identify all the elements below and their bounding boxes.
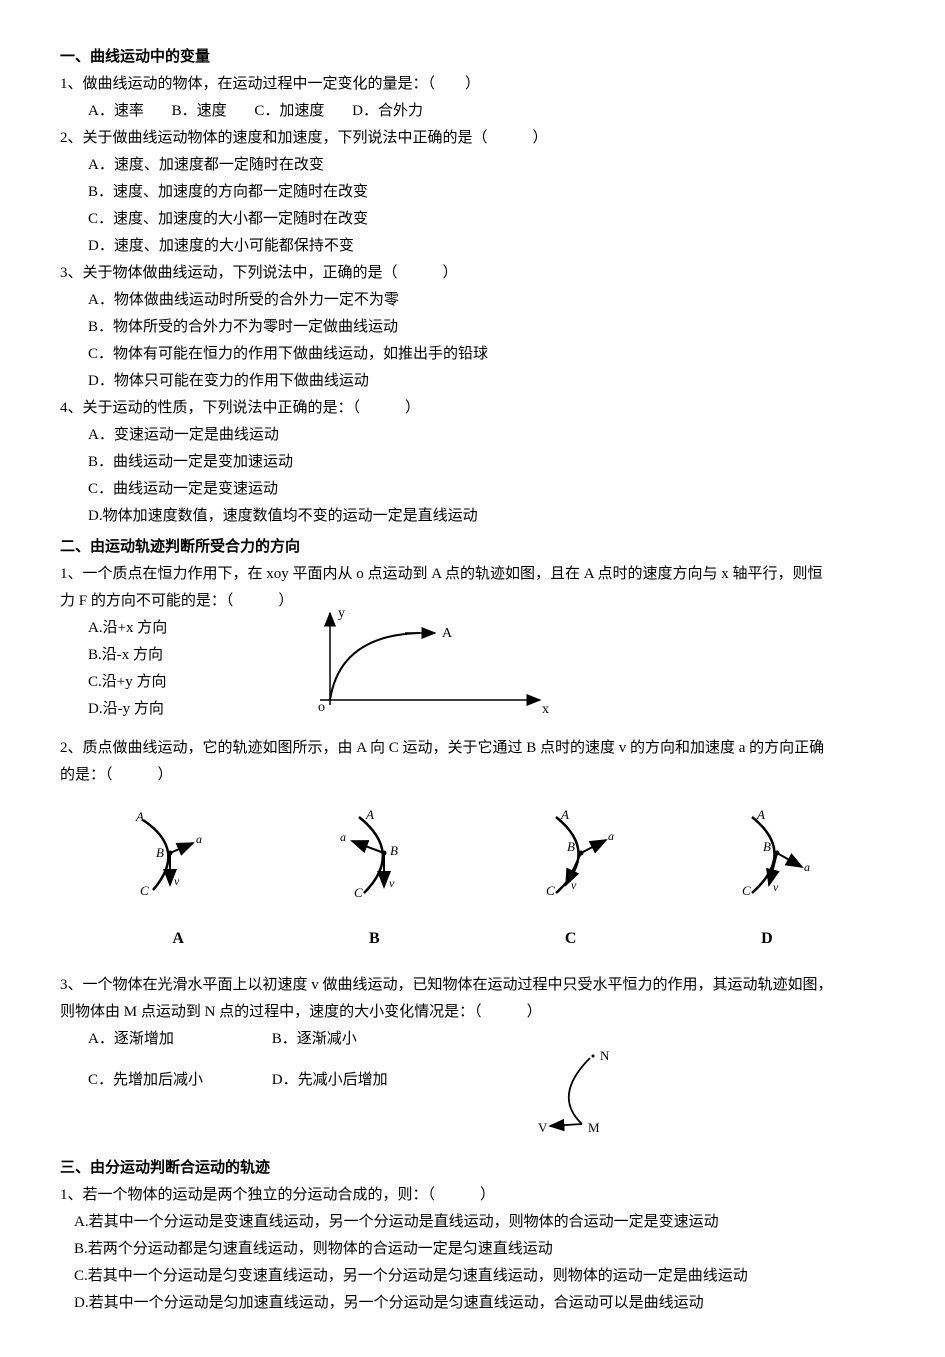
option-d: D.物体加速度数值，速度数值均不变的运动一定是直线运动 (88, 503, 885, 530)
option-b: B．曲线运动一定是变加速运动 (88, 449, 885, 476)
svg-text:a: a (608, 829, 614, 843)
option-c: C．曲线运动一定是变速运动 (88, 476, 885, 503)
option-a: A．速率 (88, 103, 144, 119)
svg-text:a: a (804, 860, 810, 874)
option-d: D．速度、加速度的大小可能都保持不变 (88, 233, 885, 260)
option-a: A．变速运动一定是曲线运动 (88, 422, 885, 449)
section-2-title: 二、由运动轨迹判断所受合力的方向 (60, 534, 885, 561)
option-a: A．逐渐增加 (88, 1026, 268, 1053)
s3-q1: 1、若一个物体的运动是两个独立的分运动合成的，则：（ ） A.若其中一个分运动是… (60, 1182, 885, 1317)
option-b: B.若两个分运动都是匀速直线运动，则物体的合运动一定是匀速直线运动 (74, 1236, 885, 1263)
label-d: D (707, 925, 827, 954)
option-a: A．物体做曲线运动时所受的合外力一定不为零 (88, 287, 885, 314)
q-text-1: 3、一个物体在光滑水平面上以初速度 v 做曲线运动，已知物体在运动过程中只受水平… (60, 972, 885, 999)
q-text: 2、关于做曲线运动物体的速度和加速度，下列说法中正确的是（ ） (60, 125, 885, 152)
label-b: B (314, 925, 434, 954)
svg-text:v: v (571, 878, 577, 892)
label-c: C (511, 925, 631, 954)
svg-text:v: v (389, 876, 395, 890)
svg-text:A: A (135, 809, 144, 824)
svg-text:V: V (538, 1120, 548, 1135)
q-text: 4、关于运动的性质，下列说法中正确的是：（ ） (60, 395, 885, 422)
option-c: C．先增加后减小 (88, 1067, 268, 1094)
option-c: C.沿+y 方向 (88, 669, 167, 696)
diagram-b: A B a v C B (314, 805, 434, 954)
option-a: A．速度、加速度都一定随时在改变 (88, 152, 885, 179)
s1-q1: 1、做曲线运动的物体，在运动过程中一定变化的量是：（ ） A．速率 B．速度 C… (60, 71, 885, 125)
q-text: 1、做曲线运动的物体，在运动过程中一定变化的量是：（ ） (60, 71, 885, 98)
option-d: D．合外力 (352, 103, 423, 119)
option-b: B．逐渐减小 (272, 1026, 452, 1053)
option-c: C.若其中一个分运动是匀变速直线运动，另一个分运动是匀速直线运动，则物体的运动一… (74, 1263, 885, 1290)
svg-text:C: C (546, 883, 555, 898)
xy-diagram: A y x o (290, 605, 550, 725)
option-a: A.若其中一个分运动是变速直线运动，另一个分运动是直线运动，则物体的合运动一定是… (74, 1209, 885, 1236)
q-text-1: 1、一个质点在恒力作用下，在 xoy 平面内从 o 点运动到 A 点的轨迹如图，… (60, 561, 885, 588)
option-c: C．加速度 (254, 103, 324, 119)
diagram-d: A B a v C D (707, 805, 827, 954)
svg-text:a: a (196, 832, 202, 846)
q-text-1: 2、质点做曲线运动，它的轨迹如图所示，由 A 向 C 运动，关于它通过 B 点时… (60, 735, 885, 762)
svg-text:M: M (588, 1120, 600, 1135)
svg-text:C: C (354, 885, 363, 900)
svg-text:A: A (756, 807, 765, 822)
option-d: D.沿-y 方向 (88, 696, 167, 723)
diagram-c: A B a v C C (511, 805, 631, 954)
section-1-title: 一、曲线运动中的变量 (60, 44, 885, 71)
option-c: C．速度、加速度的大小都一定随时在改变 (88, 206, 885, 233)
option-c: C．物体有可能在恒力的作用下做曲线运动，如推出手的铅球 (88, 341, 885, 368)
option-b: B．物体所受的合外力不为零时一定做曲线运动 (88, 314, 885, 341)
s2-q2: 2、质点做曲线运动，它的轨迹如图所示，由 A 向 C 运动，关于它通过 B 点时… (60, 735, 885, 954)
diagram-options: A B a v C A A B (60, 805, 885, 954)
svg-text:C: C (742, 883, 751, 898)
section-3-title: 三、由分运动判断合运动的轨迹 (60, 1155, 885, 1182)
option-b: B．速度 (172, 103, 227, 119)
q-text-2: 则物体由 M 点运动到 N 点的过程中，速度的大小变化情况是：（ ） (60, 999, 885, 1026)
svg-text:C: C (140, 883, 149, 898)
svg-text:B: B (390, 843, 398, 858)
svg-text:A: A (560, 807, 569, 822)
option-a: A.沿+x 方向 (88, 615, 167, 642)
label-o: o (318, 700, 325, 715)
svg-text:B: B (567, 839, 575, 854)
label-a: A (118, 925, 238, 954)
s2-q1: 1、一个质点在恒力作用下，在 xoy 平面内从 o 点运动到 A 点的轨迹如图，… (60, 561, 885, 723)
diagram-a: A B a v C A (118, 805, 238, 954)
svg-text:B: B (156, 845, 164, 860)
svg-text:v: v (174, 874, 180, 888)
svg-text:B: B (763, 839, 771, 854)
label-y: y (338, 606, 345, 621)
svg-text:a: a (340, 830, 346, 844)
s2-q3: 3、一个物体在光滑水平面上以初速度 v 做曲线运动，已知物体在运动过程中只受水平… (60, 972, 885, 1151)
q-text: 1、若一个物体的运动是两个独立的分运动合成的，则：（ ） (60, 1182, 885, 1209)
option-d: D．先减小后增加 (272, 1067, 452, 1094)
option-b: B．速度、加速度的方向都一定随时在改变 (88, 179, 885, 206)
s1-q3: 3、关于物体做曲线运动，下列说法中，正确的是（ ） A．物体做曲线运动时所受的合… (60, 260, 885, 395)
svg-text:A: A (365, 807, 374, 822)
s1-q2: 2、关于做曲线运动物体的速度和加速度，下列说法中正确的是（ ） A．速度、加速度… (60, 125, 885, 260)
label-x: x (542, 702, 549, 715)
options: A．速率 B．速度 C．加速度 D．合外力 (88, 98, 885, 125)
svg-text:N: N (600, 1048, 610, 1063)
label-A: A (442, 626, 453, 641)
mn-diagram: N V M (512, 1046, 662, 1151)
option-d: D.若其中一个分运动是匀加速直线运动，另一个分运动是匀速直线运动，合运动可以是曲… (74, 1290, 885, 1317)
s1-q4: 4、关于运动的性质，下列说法中正确的是：（ ） A．变速运动一定是曲线运动 B．… (60, 395, 885, 530)
q-text-2: 的是：（ ） (60, 762, 885, 789)
option-d: D．物体只可能在变力的作用下做曲线运动 (88, 368, 885, 395)
q-text: 3、关于物体做曲线运动，下列说法中，正确的是（ ） (60, 260, 885, 287)
svg-text:v: v (773, 880, 779, 894)
option-b: B.沿-x 方向 (88, 642, 167, 669)
